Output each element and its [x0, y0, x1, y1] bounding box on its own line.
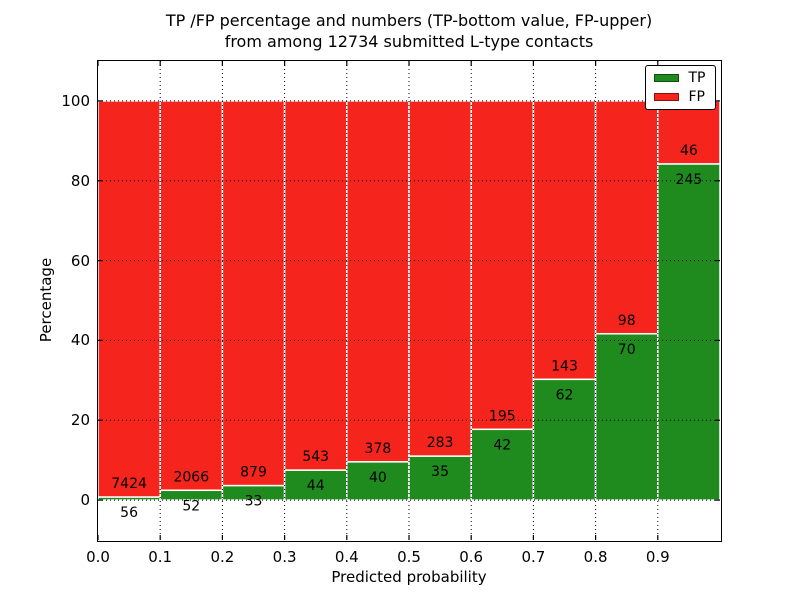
fp-count-label: 195 [488, 408, 515, 424]
fp-bar [283, 99, 348, 471]
fp-count-label: 378 [364, 440, 391, 456]
x-tick-label: 0.5 [397, 548, 421, 566]
fp-bar [158, 99, 223, 491]
fp-bar [594, 99, 659, 335]
tp-bar [594, 332, 659, 501]
tp-count-label: 35 [431, 464, 449, 480]
fp-bar [532, 99, 596, 380]
fp-count-label: 283 [426, 435, 453, 451]
chart-title: TP /FP percentage and numbers (TP-bottom… [98, 10, 720, 52]
tp-count-label: 245 [675, 172, 702, 188]
legend-label-tp: TP [688, 69, 706, 86]
fp-count-label: 143 [551, 358, 578, 374]
tp-count-label: 40 [368, 469, 386, 485]
y-tick-label: 100 [61, 91, 90, 110]
y-tick-label: 80 [70, 171, 90, 190]
legend-label-fp: FP [688, 88, 706, 105]
tp-bar [283, 468, 348, 501]
legend-item-tp: TP [653, 69, 706, 86]
bars-canvas: 7424 56 2066 52 879 33 543 44 378 40 283 35 195 42 143… [97, 60, 720, 540]
x-tick-label: 0.9 [645, 548, 670, 566]
fp-count-label: 879 [240, 464, 267, 480]
fp-count-label: 2066 [173, 469, 209, 485]
fp-bar [656, 99, 720, 165]
fp-bar [469, 99, 534, 430]
tp-bar [656, 162, 720, 501]
tp-bar [469, 428, 534, 501]
chart-title-line1: TP /FP percentage and numbers (TP-bottom… [165, 11, 653, 30]
x-tick-label: 0.3 [272, 548, 297, 566]
x-tick-label: 0.0 [86, 548, 110, 566]
fp-count-label: 98 [617, 312, 635, 328]
fp-count-label: 46 [679, 143, 697, 159]
tp-bar [532, 378, 596, 501]
fp-bar [97, 99, 161, 498]
x-tick-label: 0.7 [521, 548, 546, 566]
tp-count-label: 52 [182, 498, 200, 514]
fp-count-label: 7424 [111, 476, 147, 492]
x-tick-label: 0.1 [148, 548, 173, 566]
y-tick-label: 0 [80, 491, 90, 510]
x-axis-label: Predicted probability [331, 568, 487, 586]
fp-bar [345, 99, 410, 463]
chart-title-line2: from among 12734 submitted L-type contac… [224, 32, 594, 51]
tp-count-label: 44 [306, 478, 324, 494]
tp-count-label: 33 [244, 493, 262, 509]
x-tick-label: 0.2 [210, 548, 235, 566]
x-tick-label: 0.4 [334, 548, 359, 566]
legend-item-fp: FP [653, 88, 706, 105]
tp-count-label: 62 [555, 387, 573, 403]
tp-count-label: 42 [493, 437, 511, 453]
tp-count-label: 70 [617, 341, 635, 357]
x-tick-label: 0.6 [459, 548, 484, 566]
fp-color-swatch [653, 92, 679, 101]
plot-area: 7424 56 2066 52 879 33 543 44 378 40 283 35 195 42 143… [96, 59, 722, 542]
tp-color-swatch [653, 73, 679, 82]
fp-bar [221, 99, 285, 486]
fp-bar [407, 99, 472, 457]
legend: TP FP [644, 64, 716, 110]
y-tick-label: 60 [70, 251, 90, 270]
fp-count-label: 543 [302, 449, 329, 465]
x-tick-label: 0.8 [583, 548, 608, 566]
tp-count-label: 56 [120, 505, 138, 521]
y-tick-label: 40 [70, 331, 90, 350]
y-tick-label: 20 [70, 411, 90, 430]
